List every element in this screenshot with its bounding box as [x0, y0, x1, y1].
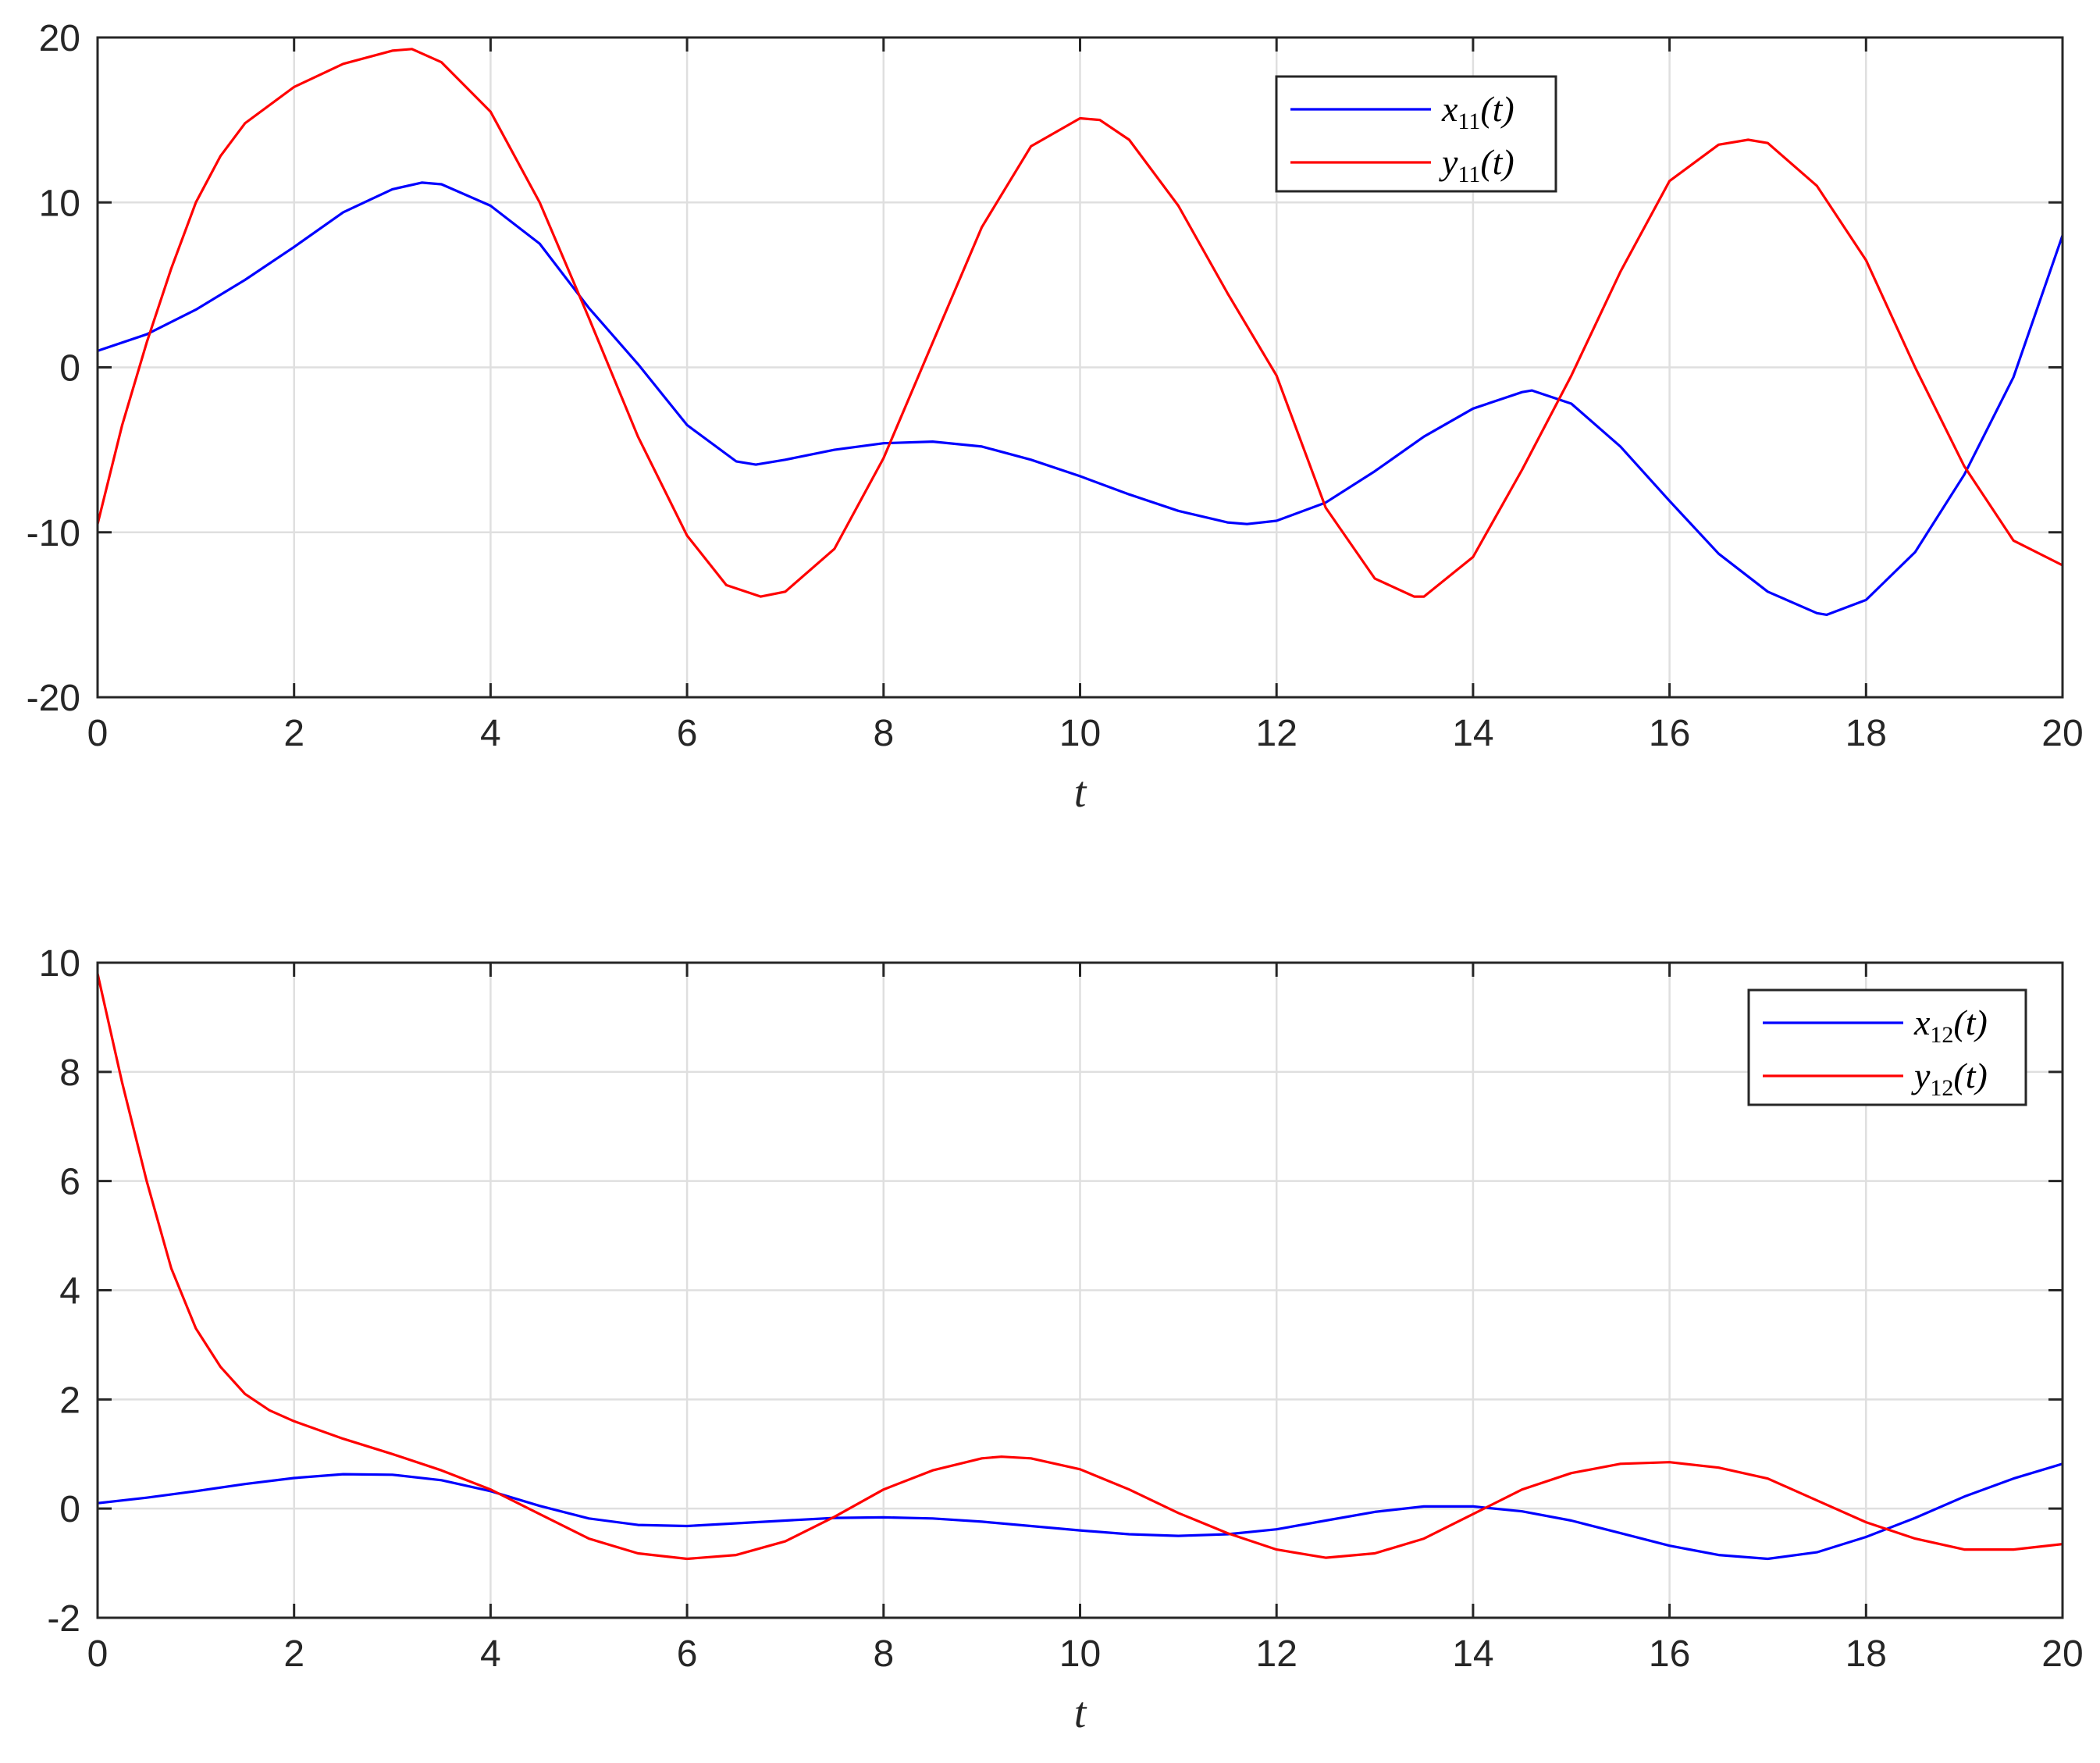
x-tick-label: 6: [677, 713, 698, 754]
y-tick-label: 0: [59, 348, 80, 390]
y-tick-label: 8: [59, 1052, 80, 1094]
x-tick-label: 18: [1846, 1633, 1887, 1675]
x-tick-label: 2: [283, 1633, 304, 1675]
series-line-y11: [98, 48, 2063, 598]
legend-label-x11: x11(t): [1441, 89, 1514, 134]
x-tick-label: 4: [480, 713, 501, 754]
x-tick-label: 6: [677, 1633, 698, 1675]
series-line-x12: [98, 1462, 2063, 1561]
y-tick-label: 6: [59, 1162, 80, 1203]
x-tick-label: 0: [87, 713, 109, 754]
legend-label-y12: y12(t): [1911, 1056, 1988, 1101]
x-tick-label: 14: [1452, 713, 1493, 754]
x-tick-label: 14: [1452, 1633, 1493, 1675]
legend-box: [1275, 75, 1557, 193]
y-tick-label: 20: [39, 18, 80, 59]
x-tick-label: 10: [1059, 1633, 1101, 1675]
x-tick-label: 4: [480, 1633, 501, 1675]
x-tick-label: 20: [2041, 713, 2083, 754]
y-tick-label: -10: [27, 513, 80, 554]
x-axis-label: t: [1074, 1689, 1087, 1737]
x-tick-label: 2: [283, 713, 304, 754]
y-tick-label: -20: [27, 678, 80, 719]
x-tick-label: 12: [1256, 1633, 1297, 1675]
legend-box: [1747, 988, 2027, 1106]
legend-label-y11: y11(t): [1439, 142, 1514, 187]
legend-label-x12: x12(t): [1913, 1003, 1988, 1048]
x-tick-label: 16: [1649, 713, 1690, 754]
series-line-y12: [98, 972, 2063, 1561]
x-axis-label: t: [1074, 768, 1087, 817]
x-tick-label: 8: [873, 1633, 894, 1675]
y-tick-label: 10: [39, 943, 80, 985]
x-tick-label: 20: [2041, 1633, 2083, 1675]
x-tick-label: 18: [1846, 713, 1887, 754]
y-tick-label: 0: [59, 1489, 80, 1530]
legend: x11(t) y11(t): [1275, 75, 1557, 193]
x-tick-label: 10: [1059, 713, 1101, 754]
series-line-x11: [98, 181, 2063, 617]
x-tick-label: 16: [1649, 1633, 1690, 1675]
legend: x12(t) y12(t): [1747, 988, 2027, 1106]
x-tick-label: 0: [87, 1633, 109, 1675]
x-tick-label: 8: [873, 713, 894, 754]
y-tick-label: 2: [59, 1380, 80, 1421]
y-tick-label: 4: [59, 1271, 80, 1312]
chart-panel-1: 0 2 4 6 8 10 12 14 16 18 20 -20 -10 0 10 20 t x11(t) y11(t…: [27, 18, 2084, 817]
y-tick-label: -2: [47, 1598, 80, 1640]
x-tick-label: 12: [1256, 713, 1297, 754]
y-tick-label: 10: [39, 183, 80, 224]
